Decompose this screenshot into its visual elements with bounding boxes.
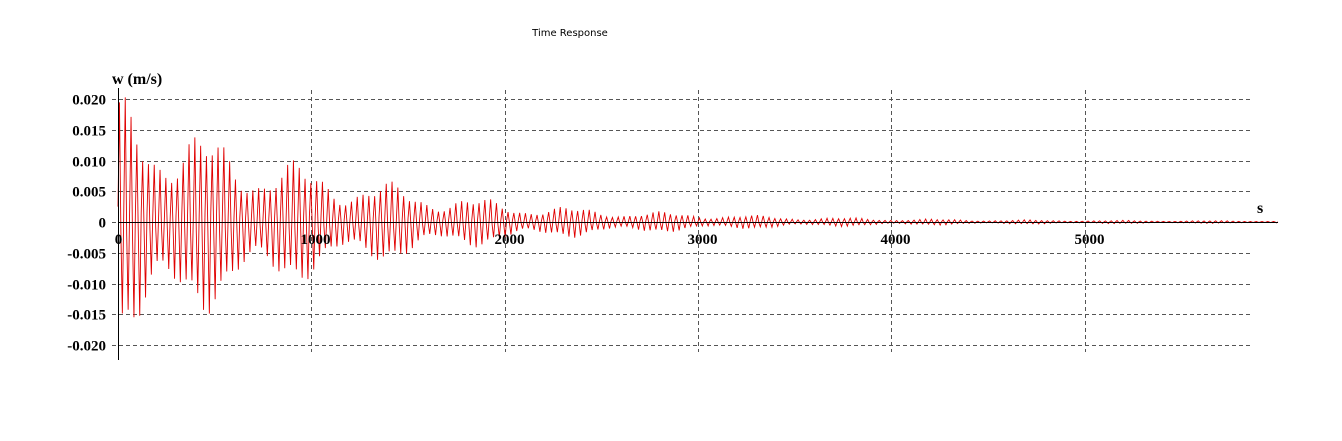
tick-labels: 0.020 0.015 0.010 0.005 0 -0.005 -0.010 -0.015 -… xyxy=(67,71,1263,355)
y-axis-title: w (m/s) xyxy=(112,71,162,88)
x-tick-label: 1000 xyxy=(301,232,331,248)
x-tick-label: 5000 xyxy=(1075,232,1105,248)
series-layer xyxy=(117,97,1279,318)
y-tick-label: 0.015 xyxy=(72,124,106,140)
x-tick-label: 0 xyxy=(115,232,123,248)
series-line xyxy=(117,97,1279,318)
y-tick-label: 0.005 xyxy=(72,185,106,201)
y-tick-label: 0.010 xyxy=(72,155,106,171)
y-tick-label: -0.005 xyxy=(67,247,106,263)
y-tick-label: -0.020 xyxy=(67,339,106,355)
x-tick-label: 4000 xyxy=(881,232,911,248)
axes xyxy=(118,88,1278,360)
y-tick-label: 0.020 xyxy=(72,93,106,109)
y-tick-label: 0 xyxy=(99,216,107,232)
x-axis-title: s xyxy=(1257,200,1263,217)
y-tick-label: -0.015 xyxy=(67,308,106,324)
x-tick-label: 2000 xyxy=(495,232,525,248)
x-tick-label: 3000 xyxy=(688,232,718,248)
y-tick-label: -0.010 xyxy=(67,278,106,294)
chart-title: Time Response xyxy=(532,28,608,39)
